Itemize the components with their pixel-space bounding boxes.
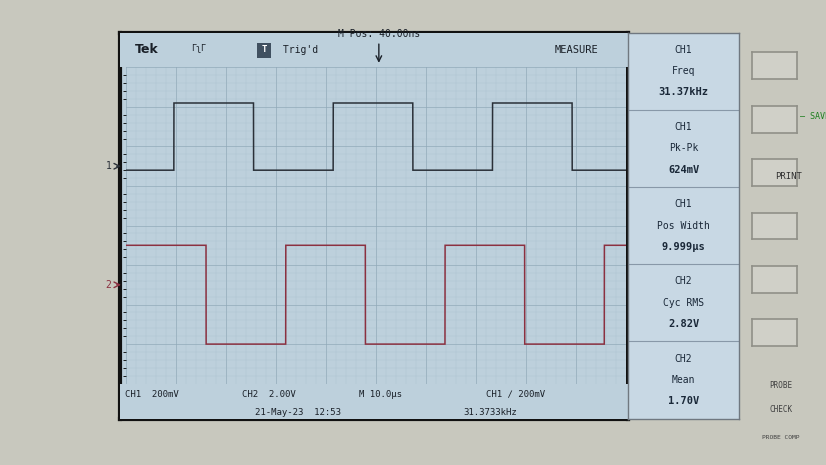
Text: 9.999μs: 9.999μs [662,242,705,252]
Text: 1.70V: 1.70V [668,396,699,406]
Text: 21-May-23  12:53: 21-May-23 12:53 [254,408,340,417]
Text: Cyc RMS: Cyc RMS [663,298,704,308]
Text: CH1: CH1 [675,45,692,55]
FancyBboxPatch shape [257,43,271,58]
Text: Tek: Tek [135,44,159,56]
Text: Freq: Freq [672,66,695,76]
Text: Pos Width: Pos Width [657,220,710,231]
Text: 31.37kHz: 31.37kHz [658,87,709,97]
Text: — SAVE: — SAVE [800,112,826,121]
Text: MEASURE: MEASURE [555,45,599,55]
Text: PROBE COMP: PROBE COMP [762,435,800,439]
Text: M Pos: 40.00ns: M Pos: 40.00ns [338,29,420,39]
Text: ГʅГ: ГʅГ [191,44,206,53]
Text: 624mV: 624mV [668,165,699,174]
Text: 1: 1 [106,161,112,171]
Text: T: T [261,46,267,54]
Text: Mean: Mean [672,375,695,385]
Text: CH2  2.00V: CH2 2.00V [242,390,296,399]
Text: 31.3733kHz: 31.3733kHz [463,408,517,417]
Text: CH1: CH1 [675,122,692,132]
Text: CH2: CH2 [675,277,692,286]
Text: 2: 2 [106,280,112,290]
Text: Pk-Pk: Pk-Pk [669,143,698,153]
Text: M 10.0μs: M 10.0μs [358,390,401,399]
Text: CH1 ∕ 200mV: CH1 ∕ 200mV [486,390,544,399]
Text: CHECK: CHECK [769,405,792,414]
Text: CH1: CH1 [675,199,692,209]
Text: CH1  200mV: CH1 200mV [125,390,178,399]
Text: CH2: CH2 [675,354,692,364]
Text: 2.82V: 2.82V [668,319,699,329]
Text: PROBE: PROBE [769,381,792,391]
Text: PRINT: PRINT [776,172,802,181]
Text: Trig'd: Trig'd [278,45,318,55]
